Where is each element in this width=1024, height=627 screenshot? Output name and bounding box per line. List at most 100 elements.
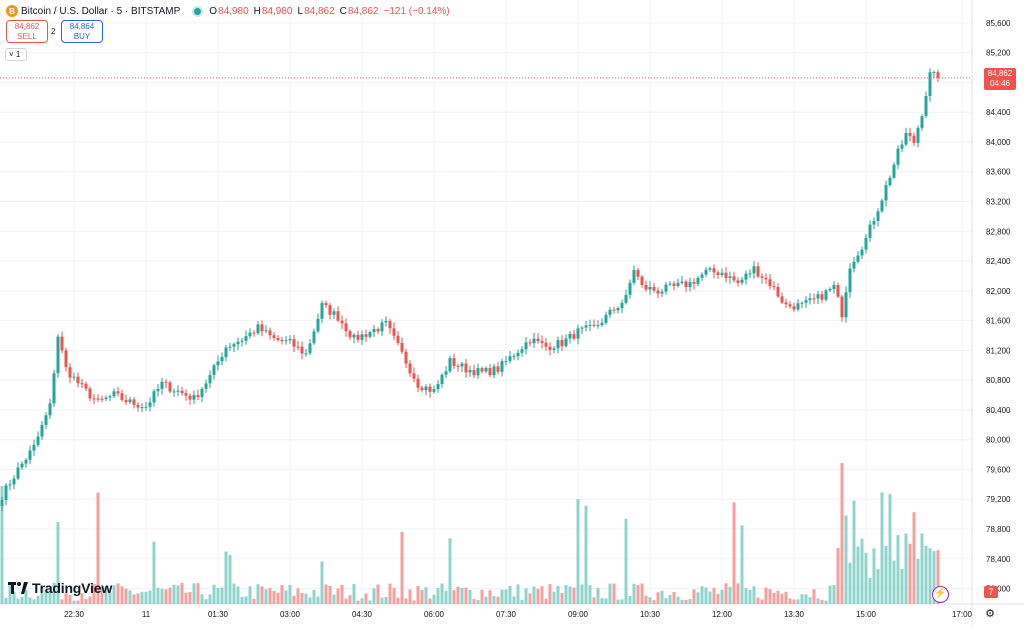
candle-body — [320, 303, 324, 319]
candle-body — [224, 347, 228, 358]
candle-body — [200, 388, 204, 398]
market-status-icon[interactable] — [194, 7, 202, 15]
candle — [404, 348, 408, 369]
volume-bar — [324, 584, 328, 604]
candle — [508, 350, 512, 364]
volume-bar — [320, 561, 324, 604]
candle — [820, 291, 824, 303]
candle-body — [756, 266, 760, 277]
candle-body — [28, 450, 32, 460]
candle — [848, 263, 852, 298]
candle — [704, 266, 708, 277]
volume-bar — [640, 583, 644, 604]
candle — [664, 281, 668, 295]
volume-bar — [844, 515, 848, 604]
volume-bar — [200, 594, 204, 604]
candle-body — [720, 272, 724, 276]
candle — [208, 370, 212, 388]
candle-body — [912, 135, 916, 143]
sell-button[interactable]: 84,862 SELL — [6, 20, 48, 43]
candle-body — [840, 296, 844, 318]
candle-body — [860, 249, 864, 256]
x-tick-label: 11 — [142, 610, 151, 619]
volume-bar — [832, 585, 836, 604]
candle-body — [36, 436, 40, 445]
volume-bar — [404, 598, 408, 604]
candle — [12, 474, 16, 490]
candle-body — [280, 340, 284, 342]
volume-bar — [24, 589, 28, 604]
volume-bar — [644, 595, 648, 604]
volume-bar — [608, 583, 612, 604]
volume-bar — [36, 595, 40, 604]
volume-bar — [476, 599, 480, 604]
change-value: −121 (−0.14%) — [383, 5, 450, 17]
candle-body — [76, 376, 80, 384]
candle-body — [516, 352, 520, 357]
candle — [176, 385, 180, 397]
volume-bar — [740, 525, 744, 604]
candle — [844, 286, 848, 323]
symbol-legend: B Bitcoin / U.S. Dollar · 5 · BITSTAMP O… — [6, 4, 450, 18]
volume-bar — [312, 590, 316, 604]
volume-bar — [368, 600, 372, 604]
candle — [228, 342, 232, 351]
volume-bar — [248, 586, 252, 604]
candle — [492, 363, 496, 379]
candle — [8, 479, 12, 491]
candle-body — [344, 323, 348, 332]
gear-icon[interactable]: ⚙ — [985, 608, 995, 620]
bitcoin-icon: B — [6, 5, 18, 17]
volume-bar — [848, 562, 852, 604]
volume-bar — [380, 597, 384, 604]
volume-bar — [480, 589, 484, 604]
candle-body — [360, 334, 364, 340]
candle — [276, 335, 280, 342]
candle — [280, 336, 284, 345]
candle — [116, 387, 120, 397]
volume-bar — [180, 582, 184, 604]
candle — [396, 331, 400, 346]
candle — [324, 300, 328, 308]
candle — [16, 462, 20, 481]
y-tick-label: 85,200 — [986, 49, 1011, 58]
candle — [216, 355, 220, 371]
candle — [440, 373, 444, 388]
candle-body — [188, 395, 192, 400]
candle-body — [216, 361, 220, 366]
indicator-toggle-button[interactable]: ˅ 1 — [5, 48, 27, 61]
candle-body — [852, 261, 856, 269]
candle-body — [604, 314, 608, 323]
candle — [700, 272, 704, 281]
candle-body — [404, 351, 408, 364]
candle-body — [668, 283, 672, 285]
candle-body — [796, 303, 800, 310]
candles — [0, 68, 940, 512]
candle — [900, 140, 904, 153]
candle-body — [448, 358, 452, 372]
volume-bar — [4, 597, 8, 604]
candle-body — [120, 393, 124, 400]
tradingview-watermark[interactable]: TradingView — [8, 580, 112, 596]
volume-bar — [152, 541, 156, 604]
candle-body — [572, 333, 576, 339]
candle-body — [108, 396, 112, 398]
candle — [72, 372, 76, 381]
candle — [584, 321, 588, 332]
lightning-icon[interactable]: ⚡ — [932, 586, 949, 603]
symbol-title[interactable]: Bitcoin / U.S. Dollar · 5 · BITSTAMP — [21, 5, 181, 17]
candle-body — [932, 72, 936, 74]
candle-body — [792, 306, 796, 310]
volume-bar — [128, 590, 132, 604]
volume-bar — [856, 546, 860, 604]
x-tick-label: 12:00 — [712, 610, 733, 619]
candle — [140, 403, 144, 413]
candle — [244, 330, 248, 345]
buy-button[interactable]: 84,864 BUY — [61, 20, 103, 43]
volume-bar — [860, 538, 864, 604]
volume-bar — [76, 600, 80, 604]
candle-body — [416, 378, 420, 388]
volume-bar — [788, 598, 792, 604]
